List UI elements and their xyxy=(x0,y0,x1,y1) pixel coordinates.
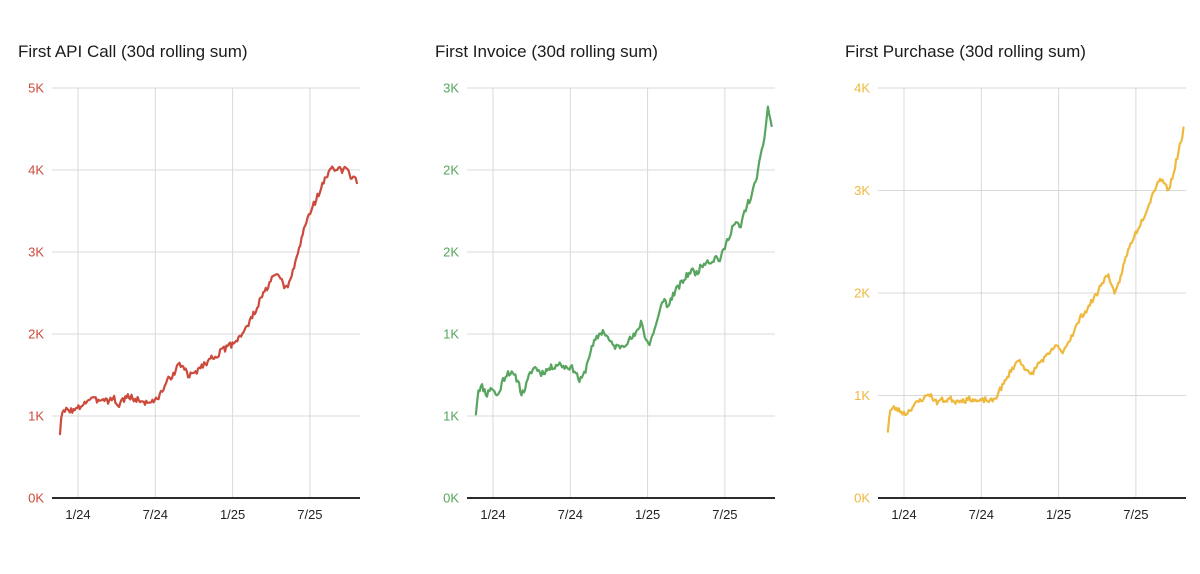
x-tick-label: 7/24 xyxy=(143,507,168,522)
y-tick-label: 5K xyxy=(28,81,44,96)
y-tick-label: 2K xyxy=(443,163,459,178)
x-tick-label: 7/24 xyxy=(969,507,994,522)
y-tick-label: 1K xyxy=(443,327,459,342)
y-tick-label: 2K xyxy=(854,286,870,301)
series-line xyxy=(886,126,1185,433)
y-tick-label: 3K xyxy=(28,245,44,260)
chart-first-purchase-title: First Purchase (30d rolling sum) xyxy=(845,42,1086,61)
x-tick-label: 1/25 xyxy=(220,507,245,522)
y-tick-label: 1K xyxy=(854,388,870,403)
x-tick-label: 1/24 xyxy=(480,507,505,522)
y-tick-label: 1K xyxy=(28,409,44,424)
y-tick-label: 2K xyxy=(443,245,459,260)
x-tick-label: 7/24 xyxy=(558,507,583,522)
y-tick-label: 0K xyxy=(443,491,459,506)
x-tick-label: 7/25 xyxy=(297,507,322,522)
x-tick-label: 1/25 xyxy=(635,507,660,522)
chart-first-invoice-title: First Invoice (30d rolling sum) xyxy=(435,42,658,61)
y-tick-label: 4K xyxy=(854,81,870,96)
series-line xyxy=(58,165,358,436)
y-tick-label: 2K xyxy=(28,327,44,342)
y-tick-label: 0K xyxy=(28,491,44,506)
y-tick-label: 4K xyxy=(28,163,44,178)
x-tick-label: 1/24 xyxy=(65,507,90,522)
y-tick-label: 0K xyxy=(854,491,870,506)
y-tick-label: 3K xyxy=(854,183,870,198)
chart-first-api-call-title: First API Call (30d rolling sum) xyxy=(18,42,248,61)
series-line xyxy=(474,105,773,416)
x-tick-label: 7/25 xyxy=(1123,507,1148,522)
y-tick-label: 1K xyxy=(443,409,459,424)
y-tick-label: 3K xyxy=(443,81,459,96)
x-tick-label: 1/24 xyxy=(891,507,916,522)
x-tick-label: 7/25 xyxy=(712,507,737,522)
x-tick-label: 1/25 xyxy=(1046,507,1071,522)
